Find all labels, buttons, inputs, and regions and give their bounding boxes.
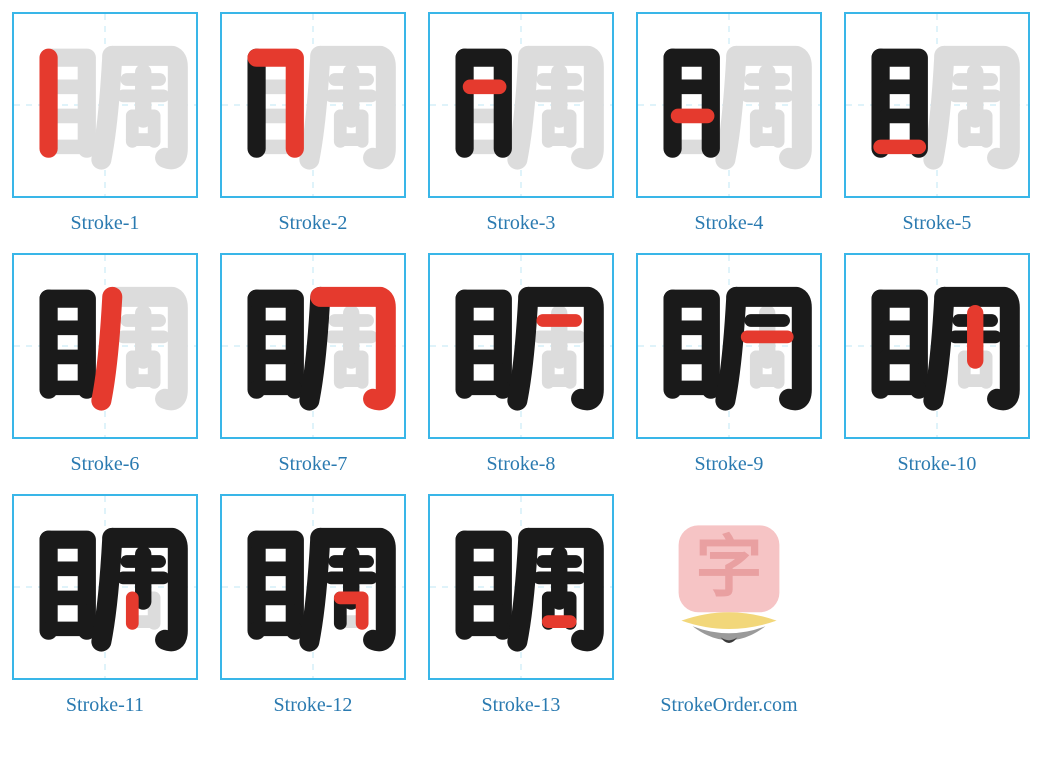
stroke-caption: Stroke-12 <box>274 694 353 717</box>
stroke-svg <box>222 14 404 196</box>
stroke-svg <box>14 14 196 196</box>
stroke-cell: Stroke-2 <box>220 12 406 235</box>
stroke-svg <box>14 496 196 678</box>
stroke-caption: Stroke-1 <box>71 212 140 235</box>
stroke-cell: Stroke-7 <box>220 253 406 476</box>
stroke-tile <box>12 12 198 198</box>
stroke-tile <box>12 253 198 439</box>
stroke-cell: Stroke-9 <box>636 253 822 476</box>
stroke-cell: Stroke-1 <box>12 12 198 235</box>
stroke-tile <box>844 253 1030 439</box>
stroke-order-grid: Stroke-1 Stroke-2 Stroke-3 Stroke-4 Stroke-5… <box>12 12 1038 717</box>
stroke-cell: Stroke-11 <box>12 494 198 717</box>
stroke-tile <box>636 12 822 198</box>
stroke-tile <box>636 253 822 439</box>
stroke-caption: Stroke-10 <box>898 453 977 476</box>
stroke-svg <box>430 496 612 678</box>
stroke-svg <box>638 14 820 196</box>
stroke-cell: Stroke-12 <box>220 494 406 717</box>
stroke-caption: Stroke-2 <box>279 212 348 235</box>
stroke-cell: Stroke-8 <box>428 253 614 476</box>
stroke-cell: Stroke-4 <box>636 12 822 235</box>
stroke-caption: Stroke-4 <box>695 212 764 235</box>
stroke-tile <box>220 494 406 680</box>
stroke-tile <box>428 12 614 198</box>
stroke-tile <box>12 494 198 680</box>
logo-caption: StrokeOrder.com <box>660 694 797 717</box>
stroke-tile <box>428 253 614 439</box>
stroke-caption: Stroke-6 <box>71 453 140 476</box>
stroke-svg <box>222 255 404 437</box>
svg-text:字: 字 <box>695 530 762 605</box>
stroke-svg <box>638 255 820 437</box>
stroke-svg <box>14 255 196 437</box>
stroke-tile <box>220 253 406 439</box>
logo-icon: 字 <box>659 517 799 657</box>
stroke-caption: Stroke-8 <box>487 453 556 476</box>
stroke-svg <box>846 255 1028 437</box>
stroke-cell: Stroke-10 <box>844 253 1030 476</box>
stroke-caption: Stroke-13 <box>482 694 561 717</box>
stroke-cell: Stroke-3 <box>428 12 614 235</box>
stroke-cell: Stroke-6 <box>12 253 198 476</box>
stroke-tile <box>844 12 1030 198</box>
stroke-svg <box>222 496 404 678</box>
stroke-tile <box>428 494 614 680</box>
stroke-svg <box>430 14 612 196</box>
logo-tile: 字 <box>636 494 822 680</box>
stroke-caption: Stroke-5 <box>903 212 972 235</box>
logo-cell: 字 StrokeOrder.com <box>636 494 822 717</box>
stroke-caption: Stroke-7 <box>279 453 348 476</box>
stroke-svg <box>430 255 612 437</box>
stroke-cell: Stroke-5 <box>844 12 1030 235</box>
stroke-tile <box>220 12 406 198</box>
stroke-caption: Stroke-11 <box>66 694 144 717</box>
stroke-cell: Stroke-13 <box>428 494 614 717</box>
stroke-svg <box>846 14 1028 196</box>
stroke-caption: Stroke-9 <box>695 453 764 476</box>
stroke-caption: Stroke-3 <box>487 212 556 235</box>
